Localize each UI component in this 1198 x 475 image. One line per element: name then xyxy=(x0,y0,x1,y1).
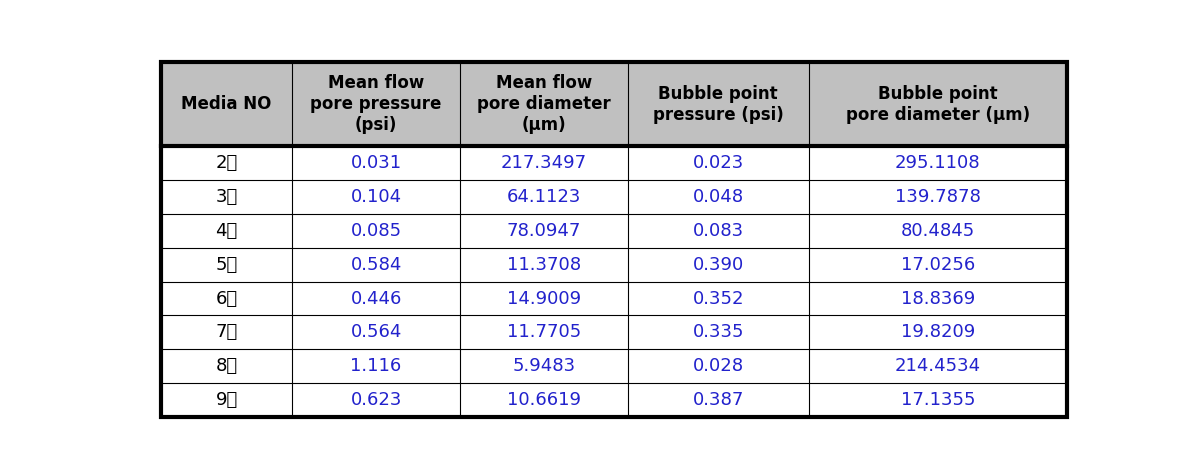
Text: 295.1108: 295.1108 xyxy=(895,154,981,172)
Bar xyxy=(161,247,1067,282)
Text: 5.9483: 5.9483 xyxy=(513,357,575,375)
Text: 0.335: 0.335 xyxy=(692,323,744,342)
Text: 17.0256: 17.0256 xyxy=(901,256,975,274)
Text: 0.031: 0.031 xyxy=(351,154,401,172)
Text: Mean flow
pore diameter
(μm): Mean flow pore diameter (μm) xyxy=(477,75,611,134)
Text: 1.116: 1.116 xyxy=(351,357,401,375)
Text: 5번: 5번 xyxy=(216,256,237,274)
Bar xyxy=(161,63,1067,146)
Text: 78.0947: 78.0947 xyxy=(507,222,581,240)
Text: 8번: 8번 xyxy=(216,357,237,375)
Text: 139.7878: 139.7878 xyxy=(895,188,981,206)
Text: 0.048: 0.048 xyxy=(692,188,744,206)
Text: 0.028: 0.028 xyxy=(692,357,744,375)
Text: 0.085: 0.085 xyxy=(351,222,401,240)
Text: 0.564: 0.564 xyxy=(351,323,401,342)
Text: 0.352: 0.352 xyxy=(692,290,744,307)
Text: 0.387: 0.387 xyxy=(692,391,744,409)
Text: 14.9009: 14.9009 xyxy=(507,290,581,307)
Text: 64.1123: 64.1123 xyxy=(507,188,581,206)
Text: 10.6619: 10.6619 xyxy=(507,391,581,409)
Text: 11.3708: 11.3708 xyxy=(507,256,581,274)
Bar xyxy=(161,282,1067,315)
Text: 9번: 9번 xyxy=(216,391,237,409)
Text: 2번: 2번 xyxy=(216,154,237,172)
Text: 17.1355: 17.1355 xyxy=(901,391,975,409)
Text: 0.623: 0.623 xyxy=(351,391,401,409)
Text: 217.3497: 217.3497 xyxy=(501,154,587,172)
Bar xyxy=(161,180,1067,214)
Text: Bubble point
pressure (psi): Bubble point pressure (psi) xyxy=(653,85,783,124)
Text: 0.390: 0.390 xyxy=(692,256,744,274)
Text: 3번: 3번 xyxy=(216,188,237,206)
Bar xyxy=(161,350,1067,383)
Text: 0.083: 0.083 xyxy=(692,222,744,240)
Text: 18.8369: 18.8369 xyxy=(901,290,975,307)
Bar xyxy=(161,383,1067,417)
Text: 11.7705: 11.7705 xyxy=(507,323,581,342)
Text: 0.104: 0.104 xyxy=(351,188,401,206)
Bar xyxy=(161,214,1067,247)
Text: 0.446: 0.446 xyxy=(351,290,401,307)
Bar xyxy=(161,315,1067,350)
Text: 80.4845: 80.4845 xyxy=(901,222,975,240)
Text: 19.8209: 19.8209 xyxy=(901,323,975,342)
Text: Bubble point
pore diameter (μm): Bubble point pore diameter (μm) xyxy=(846,85,1030,124)
Text: 6번: 6번 xyxy=(216,290,237,307)
Text: 7번: 7번 xyxy=(216,323,237,342)
Text: Media NO: Media NO xyxy=(181,95,272,113)
Text: Mean flow
pore pressure
(psi): Mean flow pore pressure (psi) xyxy=(310,75,442,134)
Text: 0.584: 0.584 xyxy=(351,256,401,274)
Text: 214.4534: 214.4534 xyxy=(895,357,981,375)
Bar xyxy=(161,146,1067,180)
Text: 4번: 4번 xyxy=(216,222,237,240)
Text: 0.023: 0.023 xyxy=(692,154,744,172)
